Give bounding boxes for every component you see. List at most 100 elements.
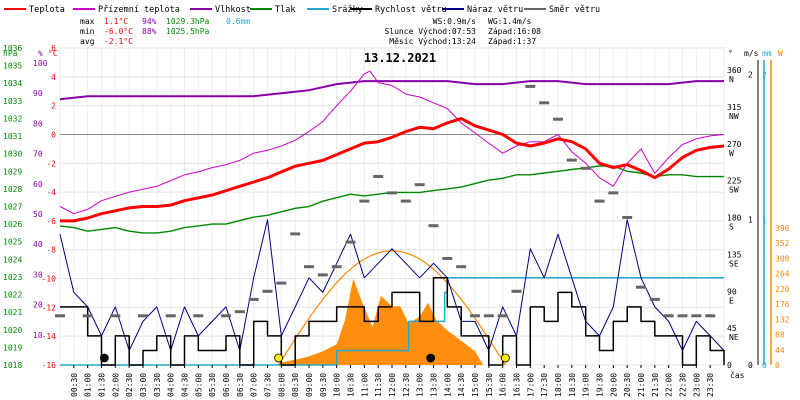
w-tick-label: 396 — [775, 224, 790, 233]
temp-tick-label: -16 — [42, 361, 57, 370]
temp-tick-label: 6 — [51, 44, 56, 53]
x-tick-label: 02:30 — [125, 373, 134, 397]
hpa-tick-label: 1035 — [3, 62, 22, 71]
wind-dir-point — [290, 232, 301, 236]
ms-tick-label: 1 — [748, 216, 753, 225]
wind-dir-point — [276, 281, 287, 285]
wind-dir-point — [691, 314, 702, 318]
legend: Teplota Přízemní teplota Vlhkost Tlak Srážky… — [4, 5, 600, 15]
legend-label: Směr větru — [549, 5, 600, 15]
x-tick-label: 17:00 — [526, 373, 535, 397]
series-p-zemn-teplota — [59, 70, 725, 215]
x-tick-label: 13:30 — [430, 373, 439, 397]
moonset-marker — [99, 353, 109, 363]
legend-label: Tlak — [275, 5, 295, 15]
hpa-tick-label: 1028 — [3, 185, 22, 194]
x-tick-label: 18:00 — [554, 373, 563, 397]
pct-tick-label: 90 — [33, 89, 43, 98]
x-tick-label: 07:00 — [250, 373, 259, 397]
dir-tick-compass: E — [729, 296, 734, 305]
stats-ws: Měsíc Východ:13:24 — [389, 37, 476, 46]
x-tick-label: 15:30 — [485, 373, 494, 397]
sunset-marker — [500, 353, 510, 363]
stats-label: min — [80, 27, 95, 36]
stats-wg: WG:1.4m/s — [488, 17, 532, 26]
hpa-tick-label: 1034 — [3, 79, 22, 88]
dir-tick-label: 360 — [727, 66, 742, 75]
x-tick-label: 12:30 — [402, 373, 411, 397]
hpa-tick-label: 1024 — [3, 255, 22, 264]
pct-tick-label: 10 — [33, 331, 43, 340]
hpa-tick-label: 1019 — [3, 343, 22, 352]
wind-dir-point — [553, 117, 563, 121]
x-tick-label: 10:30 — [347, 373, 356, 397]
hpa-tick-label: 1021 — [3, 308, 22, 317]
sunrise-marker — [274, 353, 284, 363]
w-tick-label: 220 — [775, 285, 790, 294]
stats-wg: Západ:16:08 — [488, 27, 541, 36]
temp-tick-label: -14 — [42, 332, 57, 341]
x-tick-label: 22:00 — [665, 373, 674, 397]
x-tick-label: 01:30 — [98, 373, 107, 397]
w-tick-label: 352 — [775, 239, 790, 248]
w-tick-label: 132 — [775, 315, 790, 324]
wind-dir-point — [248, 297, 259, 301]
x-tick-label: 20:30 — [623, 373, 632, 397]
wind-dir-point — [594, 199, 605, 203]
degc-unit: °C — [48, 49, 58, 58]
dir-tick-label: 45 — [727, 324, 737, 333]
hpa-tick-label: 1018 — [3, 361, 22, 370]
mm-tick-label: 2 — [762, 70, 767, 79]
x-tick-label: 16:00 — [499, 373, 508, 397]
wind-dir-point — [566, 158, 577, 162]
x-tick-label: 05:00 — [194, 373, 203, 397]
temp-tick-label: 0 — [51, 131, 56, 140]
w-tick-label: 88 — [775, 331, 785, 340]
hpa-tick-label: 1023 — [3, 273, 22, 282]
x-tick-label: 11:30 — [374, 373, 383, 397]
stats-label: max — [80, 17, 95, 26]
wind-dir-point — [580, 166, 591, 170]
hpa-tick-label: 1030 — [3, 150, 22, 159]
pct-tick-label: 50 — [33, 210, 43, 219]
wind-dir-point — [414, 183, 425, 187]
time-unit: čas — [730, 370, 745, 380]
ms-tick-label: 2 — [748, 70, 753, 79]
x-tick-label: 00:30 — [70, 373, 79, 397]
series-rychlost-v-tru — [60, 277, 725, 366]
wind-dir-point — [663, 314, 674, 318]
x-tick-label: 11:00 — [360, 373, 369, 397]
dir-tick-label: 135 — [727, 250, 742, 259]
x-tick-label: 19:30 — [596, 373, 605, 397]
dir-tick-compass: NW — [729, 112, 739, 121]
x-tick-label: 09:30 — [319, 373, 328, 397]
x-tick-label: 14:00 — [443, 373, 452, 397]
temp-tick-label: 2 — [51, 102, 56, 111]
dir-tick-compass: W — [729, 149, 734, 158]
pct-tick-label: 70 — [33, 150, 43, 159]
w-tick-label: 308 — [775, 254, 790, 263]
wind-dir-point — [400, 199, 411, 203]
hpa-tick-label: 1029 — [3, 167, 22, 176]
legend-label: Teplota — [29, 5, 65, 15]
dir-tick-label: 0 — [727, 361, 732, 370]
x-tick-label: 18:30 — [568, 373, 577, 397]
x-tick-label: 07:30 — [264, 373, 273, 397]
mm-tick-label: 1 — [762, 216, 767, 225]
dir-tick-compass: S — [729, 223, 734, 232]
x-tick-label: 23:00 — [692, 373, 701, 397]
pct-tick-label: 100 — [33, 59, 48, 68]
x-tick-label: 04:00 — [167, 373, 176, 397]
x-tick-label: 21:00 — [637, 373, 646, 397]
hpa-unit: hPa — [3, 49, 18, 58]
x-tick-label: 04:30 — [181, 373, 190, 397]
stats-wg: Západ:1:37 — [488, 37, 536, 46]
wind-dir-point — [234, 310, 245, 314]
wind-dir-point — [497, 314, 508, 318]
pct-tick-label: 40 — [33, 240, 43, 249]
ms-tick-label: 0 — [748, 361, 753, 370]
stats-rain: 0.6mm — [226, 17, 250, 26]
wind-dir-point — [165, 314, 176, 318]
x-tick-label: 12:00 — [388, 373, 397, 397]
